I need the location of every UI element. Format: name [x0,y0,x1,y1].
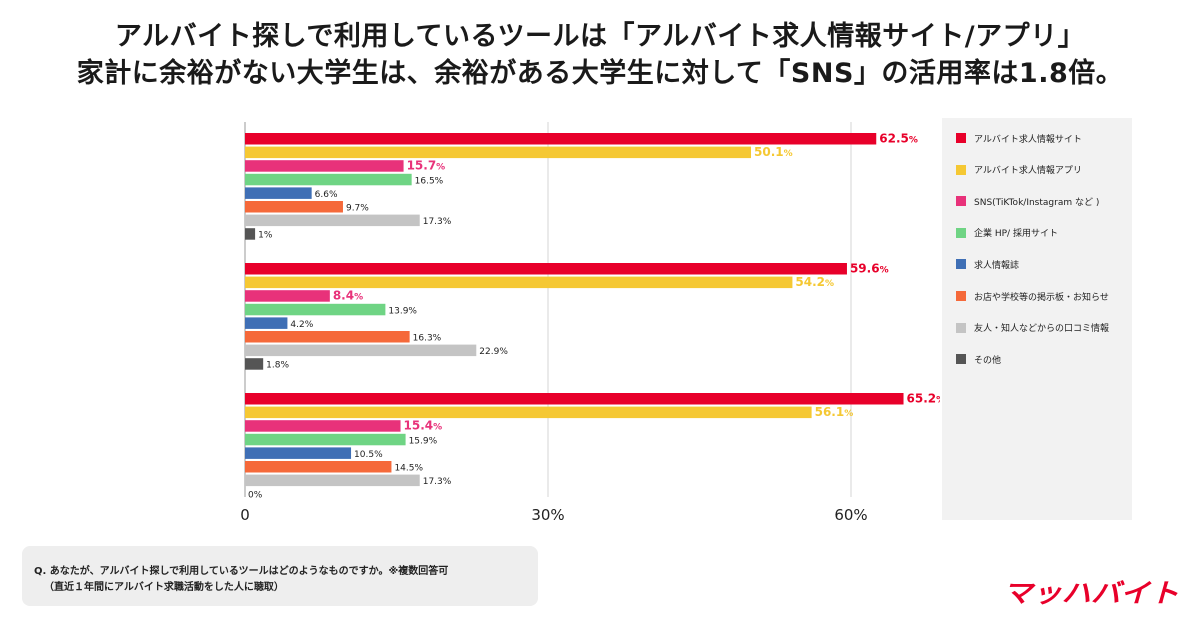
group-pill-university-tight: 大学生 家計に余裕なし n=354 [60,408,222,468]
bar [245,133,877,145]
x-tick-label: 60% [834,506,867,524]
bar [245,276,793,289]
bar [245,263,847,275]
brand-logo: マッハバイト [1003,579,1179,608]
bar [245,344,477,357]
legend-item: 求人情報誌 [956,257,1019,271]
bar-value-label: 4.2% [290,320,313,330]
legend-swatch [956,196,966,207]
bar-value-label: 16.5% [415,176,444,186]
bar-value-label: 8.4% [333,289,363,303]
bar [245,160,404,172]
bar-value-label: 15.9% [409,436,438,446]
group-pill-high-school: 高校生 n=801 [60,158,222,218]
legend-item: SNS(TiKTok/Instagram など ) [956,194,1099,208]
bar-value-label: 15.4% [404,419,443,433]
bar [245,303,386,316]
bar [245,228,256,240]
bar-value-label: 17.3% [423,477,452,487]
bar [245,173,412,186]
group-n: n=137 [124,326,158,337]
legend-item: アルバイト求人情報アプリ [956,163,1082,177]
legend-swatch [956,291,966,301]
group-sub: 家計に余裕あり [106,314,176,326]
legend-item: その他 [956,352,1001,366]
group-pill-university-comfortable: 大学生 家計に余裕あり n=137 [60,284,222,344]
bar-value-label: 65.2% [907,392,940,406]
legend-item: お店や学校等の掲示板・お知らせ [956,289,1109,303]
bar [245,461,392,473]
bar [245,447,352,459]
bar-value-label: 59.6% [850,262,889,276]
group-name: 高校生 [107,169,174,195]
bar [245,187,312,199]
legend-label: お店や学校等の掲示板・お知らせ [974,292,1109,303]
bar-value-label: 1.8% [266,361,289,371]
legend-label: 求人情報誌 [974,260,1020,271]
chart-title: アルバイト探しで利用しているツールは「アルバイト求人情報サイト/アプリ」 家計に… [0,18,1200,92]
bar [245,393,904,405]
legend-label: その他 [974,355,1002,366]
bar-value-label: 1% [258,231,273,241]
legend-swatch [956,322,966,333]
bar [245,146,752,159]
bar-value-label: 17.3% [423,217,452,227]
group-n: n=354 [124,450,158,461]
legend-label: アルバイト求人情報サイト [974,134,1082,145]
group-n: n=801 [124,194,158,205]
bar-value-label: 13.9% [388,306,417,316]
bar-value-label: 15.7% [407,159,446,173]
bar [245,290,330,302]
bar [245,214,420,227]
x-tick-label: 30% [531,506,564,524]
question-note: （直近１年間にアルバイト求職活動をした人に聴取） [44,582,284,593]
logo-text: マッハバイト [1003,579,1179,608]
legend-item: アルバイト求人情報サイト [956,131,1082,145]
legend-item: 友人・知人などからの口コミ情報 [956,321,1109,335]
legend-label: アルバイト求人情報アプリ [974,166,1082,177]
group-name: 大学生 [107,413,174,439]
legend-label: SNS(TiKTok/Instagram など ) [974,197,1100,208]
title-line-1: アルバイト探しで利用しているツールは「アルバイト求人情報サイト/アプリ」 [114,21,1086,52]
bar-value-label: 56.1% [815,405,854,419]
legend-item: 企業 HP/ 採用サイト [956,226,1058,240]
x-tick-label: 0 [240,506,250,524]
bar-value-label: 10.5% [354,450,383,460]
bar-value-label: 16.3% [413,334,442,344]
chart-legend: アルバイト求人情報サイト アルバイト求人情報アプリ SNS(TiKTok/Insta… [942,118,1132,520]
bar [245,201,343,213]
legend-swatch [956,354,966,365]
legend-label: 友人・知人などからの口コミ情報 [974,324,1110,335]
bar-value-label: 50.1% [754,145,793,159]
title-line-2: 家計に余裕がない大学生は、余裕がある大学生に対して「SNS」の活用率は1.8倍。 [76,58,1124,89]
bar [245,420,401,432]
bar-value-label: 9.7% [346,204,369,214]
bar-value-label: 54.2% [795,275,834,289]
group-name: 大学生 [107,289,174,315]
group-sub: 家計に余裕なし [106,438,176,450]
bar-value-label: 0% [248,491,263,501]
bar-value-label: 14.5% [394,464,423,474]
bar [245,433,406,446]
bar [245,474,420,487]
bar [245,406,812,419]
bar-value-label: 6.6% [315,190,338,200]
bar-value-label: 62.5% [879,132,918,146]
bar [245,317,288,329]
bar-chart: 0 30% 60% 62.5% 50.1% 15.7% 16.5% 6.6% 9.7% 17.3%… [240,122,940,524]
bar [245,331,410,343]
legend-swatch [956,259,966,270]
legend-label: 企業 HP/ 採用サイト [974,229,1058,240]
bar-value-label: 22.9% [479,347,508,357]
bar [245,358,264,370]
question-text: Q. あなたが、アルバイト探しで利用しているツールはどのようなものですか。※複数… [34,566,449,577]
legend-swatch [956,133,966,143]
survey-question-box: Q. あなたが、アルバイト探しで利用しているツールはどのようなものですか。※複数… [22,546,538,606]
legend-swatch [956,227,966,238]
legend-swatch [956,164,966,175]
